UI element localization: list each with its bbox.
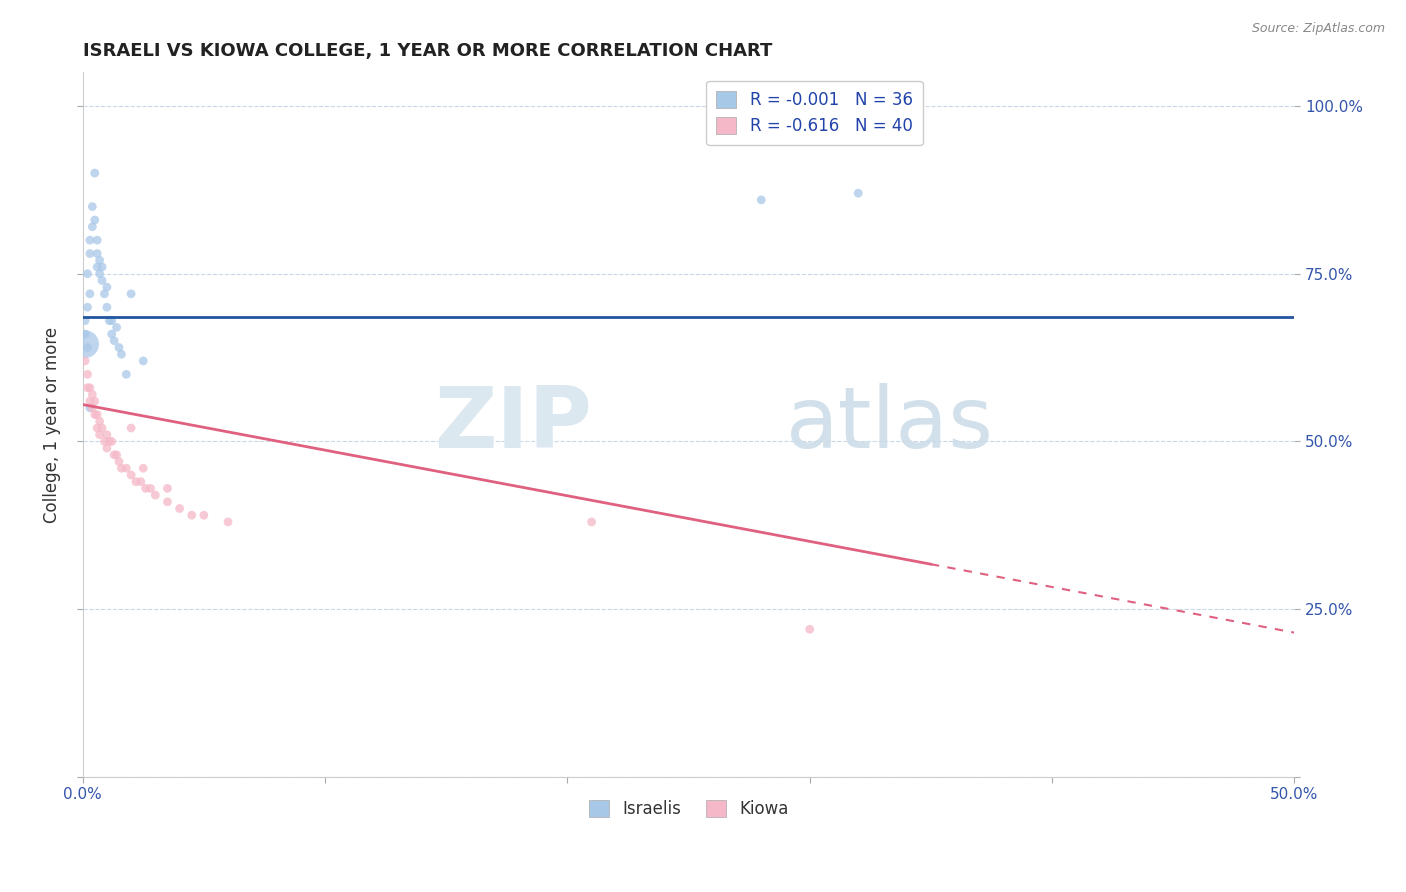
Point — [180, 508, 202, 523]
Point — [105, 448, 128, 462]
Point — [581, 515, 603, 529]
Point — [125, 475, 148, 489]
Text: ISRAELI VS KIOWA COLLEGE, 1 YEAR OR MORE CORRELATION CHART: ISRAELI VS KIOWA COLLEGE, 1 YEAR OR MORE… — [83, 42, 772, 60]
Point — [98, 434, 121, 449]
Point — [120, 421, 142, 435]
Point — [100, 313, 122, 327]
Point — [115, 461, 138, 475]
Point — [79, 286, 101, 301]
Point — [108, 454, 131, 468]
Point — [120, 467, 142, 482]
Point — [103, 448, 125, 462]
Point — [75, 337, 97, 351]
Point — [89, 267, 111, 281]
Point — [96, 427, 118, 442]
Point — [91, 421, 114, 435]
Point — [846, 186, 869, 201]
Point — [79, 394, 101, 409]
Text: ZIP: ZIP — [434, 384, 592, 467]
Point — [75, 313, 97, 327]
Point — [83, 166, 105, 180]
Point — [83, 408, 105, 422]
Point — [139, 482, 162, 496]
Point — [76, 341, 98, 355]
Legend: Israelis, Kiowa: Israelis, Kiowa — [582, 793, 796, 825]
Point — [89, 414, 111, 428]
Point — [96, 441, 118, 455]
Point — [86, 233, 108, 247]
Point — [76, 368, 98, 382]
Point — [82, 387, 104, 401]
Point — [86, 421, 108, 435]
Point — [82, 219, 104, 234]
Point — [193, 508, 215, 523]
Point — [89, 427, 111, 442]
Point — [217, 515, 239, 529]
Point — [799, 622, 821, 636]
Point — [76, 300, 98, 314]
Point — [135, 482, 157, 496]
Point — [108, 341, 131, 355]
Point — [156, 495, 179, 509]
Point — [82, 401, 104, 415]
Point — [169, 501, 191, 516]
Point — [79, 381, 101, 395]
Text: Source: ZipAtlas.com: Source: ZipAtlas.com — [1251, 22, 1385, 36]
Point — [129, 475, 152, 489]
Point — [100, 434, 122, 449]
Point — [89, 253, 111, 268]
Point — [103, 334, 125, 348]
Point — [91, 260, 114, 274]
Text: atlas: atlas — [786, 384, 994, 467]
Point — [115, 368, 138, 382]
Point — [75, 327, 97, 342]
Point — [82, 200, 104, 214]
Point — [143, 488, 166, 502]
Point — [120, 286, 142, 301]
Point — [91, 273, 114, 287]
Point — [83, 213, 105, 227]
Point — [93, 434, 115, 449]
Point — [75, 354, 97, 368]
Point — [98, 313, 121, 327]
Point — [86, 260, 108, 274]
Point — [132, 354, 155, 368]
Point — [110, 461, 132, 475]
Point — [86, 246, 108, 260]
Point — [93, 286, 115, 301]
Point — [86, 408, 108, 422]
Point — [76, 381, 98, 395]
Point — [83, 394, 105, 409]
Point — [76, 267, 98, 281]
Point — [96, 300, 118, 314]
Point — [749, 193, 772, 207]
Point — [79, 233, 101, 247]
Point — [105, 320, 128, 334]
Point — [79, 401, 101, 415]
Point — [96, 280, 118, 294]
Point — [100, 327, 122, 342]
Point — [79, 246, 101, 260]
Point — [132, 461, 155, 475]
Y-axis label: College, 1 year or more: College, 1 year or more — [44, 326, 60, 523]
Point — [156, 482, 179, 496]
Point — [110, 347, 132, 361]
